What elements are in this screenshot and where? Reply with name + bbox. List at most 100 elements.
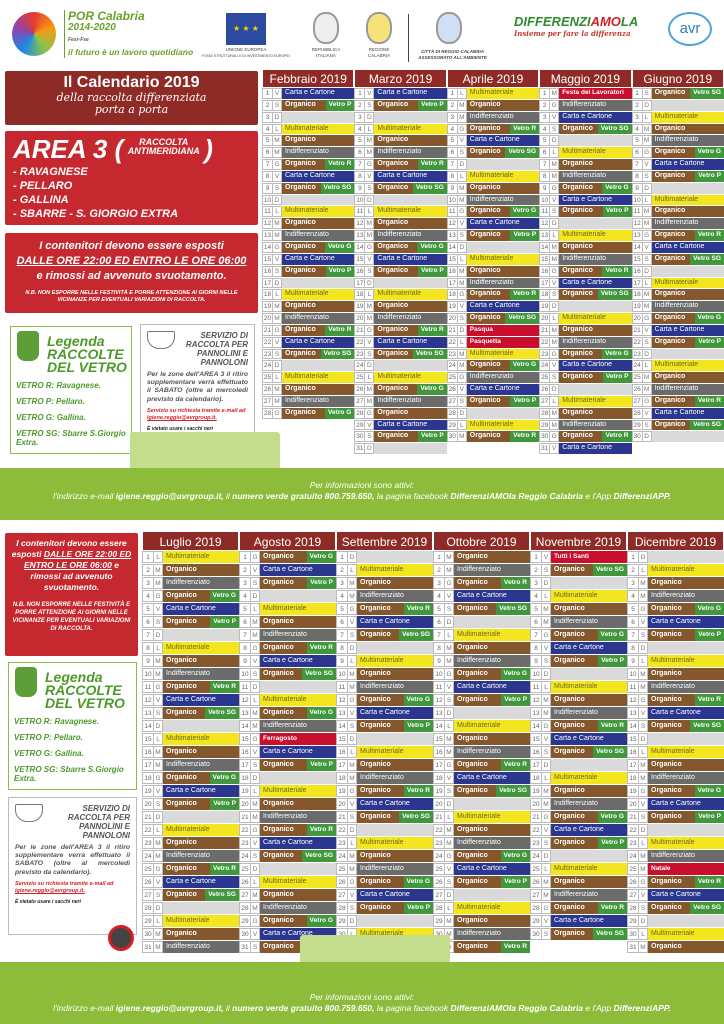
weekday-letter: S <box>642 419 652 431</box>
day-number: 3 <box>336 577 348 589</box>
weekday-letter: M <box>348 590 357 602</box>
info-email[interactable]: igiene.reggio@avrgroup.it, <box>115 1003 224 1013</box>
waste-type: Organico <box>166 657 197 664</box>
waste-type: Indifferenziato <box>285 314 329 322</box>
day-number: 12 <box>627 694 639 706</box>
day-row: 29 G Organico Vetro G <box>239 915 336 928</box>
day-number: 9 <box>627 655 639 667</box>
weekday-letter: M <box>550 159 560 170</box>
waste-type: Multimateriale <box>562 148 606 156</box>
weekday-letter: M <box>457 111 467 123</box>
collection-label: Organico Vetro G <box>374 241 447 253</box>
weekday-letter: G <box>251 824 260 836</box>
day-number: 7 <box>627 629 639 641</box>
day-row: 25 L Multimateriale <box>262 372 355 385</box>
collection-label: Organico Vetro G <box>374 384 447 395</box>
city-skyline-illustration <box>130 432 280 472</box>
day-row: 30 S Organico Vetro SG <box>530 928 627 941</box>
day-row: 23 S Organico Vetro SG <box>354 348 447 361</box>
waste-type: Multimateriale <box>562 314 606 322</box>
day-row: 13 V Carta e Cartone <box>627 707 724 720</box>
day-number: 4 <box>446 123 458 135</box>
weekday-letter: L <box>639 928 648 940</box>
waste-type: Indifferenziato <box>285 396 329 404</box>
day-row: 24 D <box>354 360 447 373</box>
empty-day <box>282 277 355 289</box>
day-number: 7 <box>433 629 445 641</box>
collection-label: Indifferenziato <box>551 707 627 719</box>
waste-type: Organico <box>360 696 391 703</box>
info-email[interactable]: igiene.reggio@avrgroup.it, <box>115 491 224 501</box>
collection-label: Organico <box>454 915 530 927</box>
pannolini-email-link[interactable]: igiene.reggio@avrgroup.it. <box>15 887 85 894</box>
day-number: 7 <box>354 159 366 170</box>
weekday-letter: M <box>550 253 560 265</box>
collection-label: Carta e Cartone <box>374 88 447 99</box>
day-row: 17 M Indifferenziato <box>446 277 540 290</box>
day-row: 18 G Organico Vetro R <box>446 289 540 302</box>
waste-type: Indifferenziato <box>166 670 210 677</box>
waste-type: Multimateriale <box>263 787 307 794</box>
glass-collection-badge: Vetro R <box>510 123 540 135</box>
day-row: 11 L Multimateriale <box>530 681 627 694</box>
collection-label: Carta e Cartone <box>559 194 632 206</box>
day-number: 2 <box>354 99 366 111</box>
day-number: 31 <box>142 941 154 953</box>
pannolini-email-link[interactable]: igiene.reggio@avrgroup.it. <box>147 414 217 421</box>
day-number: 29 <box>239 915 251 927</box>
day-row: 11 V Carta e Cartone <box>433 681 530 694</box>
weekday-letter: M <box>639 941 648 953</box>
weekday-letter: V <box>542 824 551 836</box>
waste-type: Carta e Cartone <box>554 735 604 742</box>
day-row: 14 G Organico Vetro R <box>530 720 627 733</box>
weekday-letter: M <box>445 746 454 758</box>
waste-type: Multimateriale <box>285 207 329 215</box>
glass-legend-bottom: Legenda RACCOLTE DEL VETRO VETRO R: Rava… <box>8 662 137 790</box>
weekday-letter: G <box>445 850 454 862</box>
weekday-letter: G <box>154 681 163 693</box>
weekday-letter: D <box>348 642 357 654</box>
info-band: Per informazioni sono attivi: l'indirizz… <box>0 468 724 520</box>
waste-type: Organico <box>651 722 682 729</box>
collection-label: Organico <box>454 551 530 563</box>
weekday-letter: V <box>550 360 560 372</box>
day-row: 26 D <box>539 384 632 396</box>
waste-type <box>360 915 433 927</box>
day-number: 18 <box>354 289 366 301</box>
collection-label: Multimateriale <box>648 655 724 667</box>
day-row: 27 L Multimateriale <box>539 395 632 408</box>
weekday-letter: D <box>457 407 467 419</box>
weekday-letter: S <box>445 785 454 797</box>
day-number: 27 <box>539 395 551 407</box>
weekday-letter: D <box>639 551 648 563</box>
waste-type: Indifferenziato <box>285 231 329 239</box>
day-row: 1 V Carta e Cartone <box>354 88 447 100</box>
weekday-letter: M <box>445 564 454 576</box>
glass-collection-badge: Vetro G <box>694 147 724 159</box>
waste-type: Organico <box>377 136 409 144</box>
weekday-letter: L <box>457 336 467 348</box>
day-number: 22 <box>239 824 251 836</box>
weekday-letter: M <box>550 419 560 431</box>
day-number: 2 <box>627 564 639 576</box>
waste-type: Multimateriale <box>166 826 210 833</box>
weekday-letter: M <box>365 218 375 230</box>
collection-label: Indifferenziato <box>454 655 530 667</box>
day-row: 12 V Carta e Cartone <box>142 694 239 707</box>
por-title: POR Calabria <box>68 9 145 23</box>
weekday-letter: M <box>154 850 163 862</box>
weekday-letter: M <box>348 850 357 862</box>
day-number: 11 <box>446 206 458 218</box>
weekday-letter: G <box>445 668 454 680</box>
collection-label: Indifferenziato <box>374 313 447 324</box>
waste-type: Organico <box>360 878 391 885</box>
empty-day <box>163 720 239 732</box>
waste-type: Organico <box>469 266 501 274</box>
day-number: 31 <box>627 941 639 953</box>
glass-collection-badge: Vetro G <box>500 850 530 862</box>
waste-type <box>166 720 239 732</box>
waste-type: Organico <box>377 183 409 191</box>
day-number: 12 <box>262 218 273 230</box>
